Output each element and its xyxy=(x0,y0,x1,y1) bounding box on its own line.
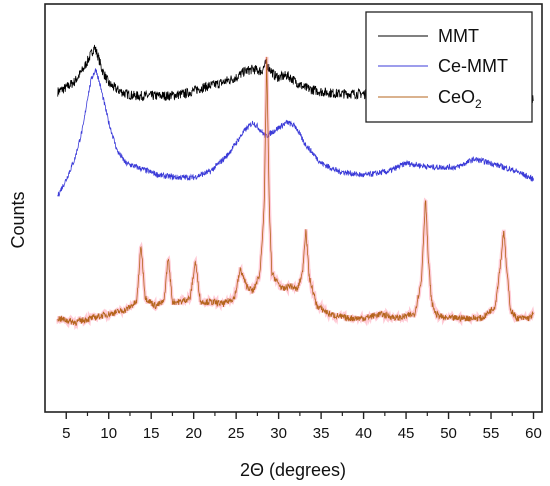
series-line-ceo2 xyxy=(57,56,534,327)
plot-frame xyxy=(44,3,543,413)
legend-label-ce-mmt: Ce-MMT xyxy=(438,56,508,76)
x-tick-label: 35 xyxy=(313,425,330,442)
x-tick-label: 50 xyxy=(440,425,457,442)
x-tick-label: 25 xyxy=(228,425,245,442)
y-axis-title: Counts xyxy=(8,191,28,248)
x-tick-label: 60 xyxy=(525,425,542,442)
x-tick-label: 40 xyxy=(355,425,372,442)
x-tick-label: 30 xyxy=(270,425,287,442)
legend-box xyxy=(365,11,533,123)
legend: MMT Ce-MMT CeO2 xyxy=(365,11,533,123)
x-tick-label: 20 xyxy=(185,425,202,442)
x-axis-title: 2Θ (degrees) xyxy=(240,460,346,480)
x-tick-label: 45 xyxy=(398,425,415,442)
x-tick-label: 10 xyxy=(100,425,117,442)
x-tick-label: 15 xyxy=(143,425,160,442)
x-tick-label: 5 xyxy=(62,425,70,442)
x-tick-label: 55 xyxy=(483,425,500,442)
legend-label-mmt: MMT xyxy=(438,26,479,46)
series-line-ce-mmt xyxy=(57,68,534,197)
x-axis-ticks: 5 10 15 20 25 30 35 40 45 50 55 60 xyxy=(62,412,542,442)
